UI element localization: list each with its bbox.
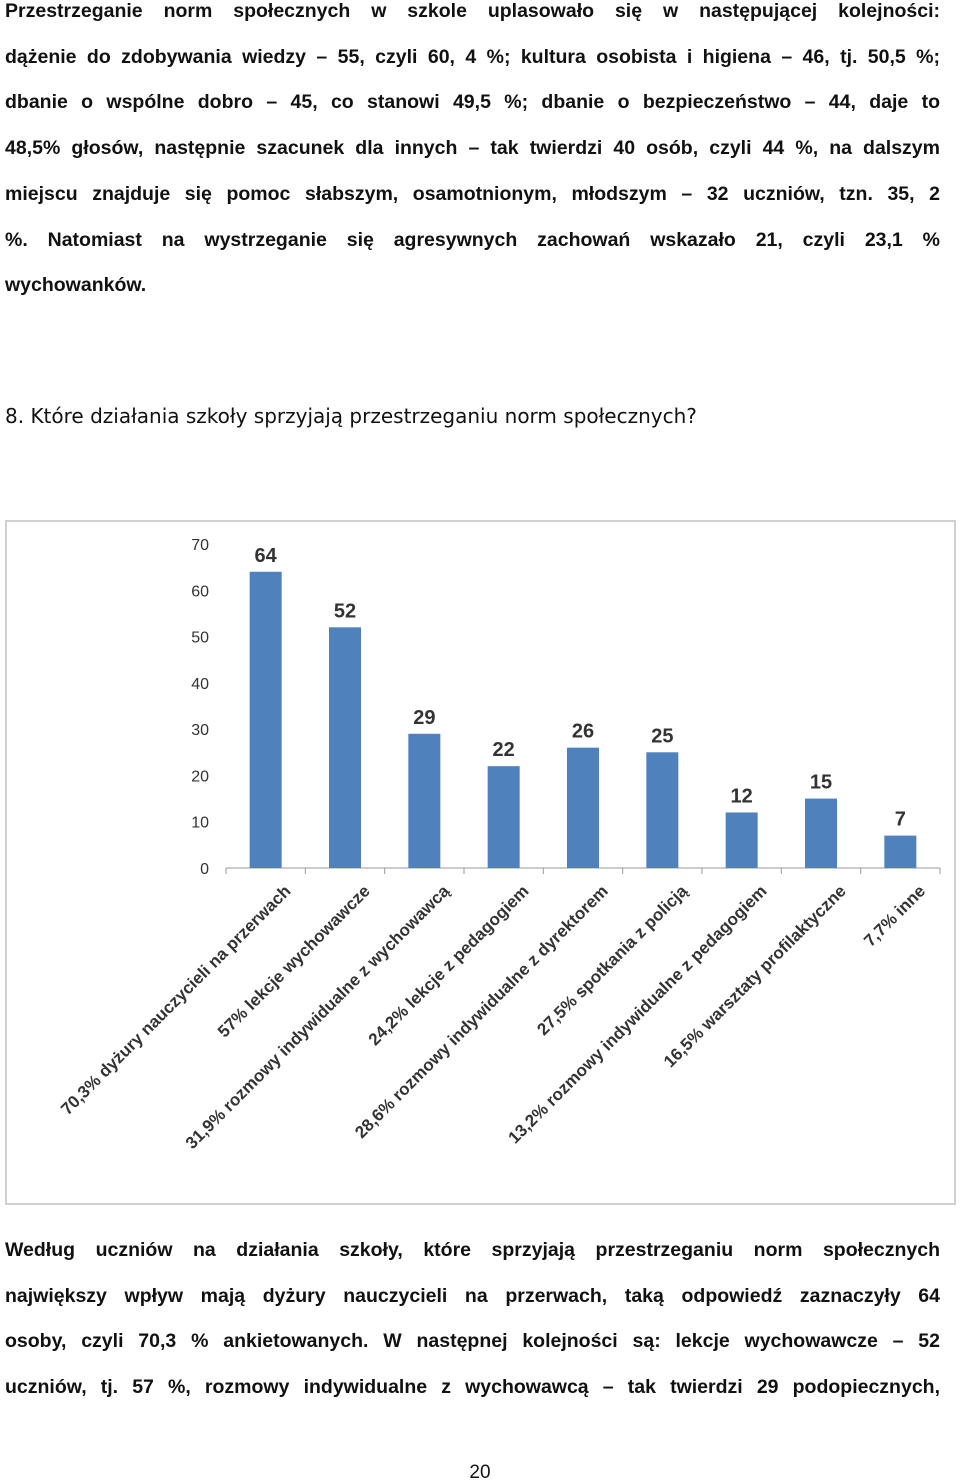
- page-number: 20: [469, 1462, 491, 1483]
- data-label: 25: [651, 725, 673, 747]
- category-label: 27,5% spotkania z policją: [533, 881, 691, 1039]
- paragraph-line: osoby, czyli 70,3 % ankietowanych. W nas…: [5, 1330, 940, 1353]
- bar: [567, 747, 599, 868]
- data-label: 64: [255, 545, 278, 567]
- category-label: 57% lekcje wychowawcze: [214, 881, 374, 1041]
- data-label: 29: [413, 707, 435, 729]
- paragraph-line: 48,5% głosów, następnie szacunek dla inn…: [5, 137, 940, 160]
- question-heading: 8. Które działania szkoły sprzyjają prze…: [5, 404, 697, 428]
- y-tick-label: 0: [200, 861, 209, 878]
- y-tick-label: 50: [191, 630, 209, 647]
- bar-chart: 0 10 20 30 40 50 60 70 64 70,3% dyżury nauczyciel…: [5, 520, 956, 1205]
- paragraph-norms-ranking: Przestrzeganie norm społecznych w szkole…: [5, 0, 940, 309]
- paragraph-line: dbanie o wspólne dobro – 45, co stanowi …: [5, 91, 940, 114]
- bar: [329, 627, 361, 868]
- paragraph-line: miejscu znajduje się pomoc słabszym, osa…: [5, 182, 940, 205]
- y-tick-label: 70: [191, 537, 209, 554]
- data-label: 26: [572, 721, 594, 743]
- category-label: 24,2% lekcje z pedagogiem: [365, 881, 533, 1049]
- paragraph-line: największy wpływ mają dyżury nauczycieli…: [5, 1284, 940, 1307]
- y-tick-label: 60: [191, 583, 209, 600]
- category-label: 7,7% inne: [860, 881, 929, 950]
- y-tick-label: 40: [191, 676, 209, 693]
- data-label: 7: [895, 809, 906, 831]
- data-label: 22: [493, 739, 515, 761]
- y-tick-label: 20: [191, 768, 209, 785]
- paragraph-line: dążenie do zdobywania wiedzy – 55, czyli…: [5, 45, 940, 68]
- bar: [805, 798, 837, 868]
- paragraph-line: wychowanków.: [5, 274, 147, 297]
- paragraph-line: %. Natomiast na wystrzeganie się agresyw…: [5, 228, 940, 251]
- bar: [487, 766, 520, 868]
- bar: [408, 733, 441, 868]
- data-label: 12: [731, 785, 753, 807]
- bar: [249, 571, 282, 868]
- category-label: 31,9% rozmowy indywidualne z wychowawcą: [182, 881, 454, 1153]
- paragraph-chart-summary: Według uczniów na działania szkoły, któr…: [5, 1228, 940, 1411]
- y-tick-label: 30: [191, 722, 209, 739]
- data-label: 52: [334, 600, 356, 622]
- paragraph-line: uczniów, tj. 57 %, rozmowy indywidualne …: [5, 1376, 940, 1399]
- paragraph-line: Przestrzeganie norm społecznych w szkole…: [5, 0, 940, 22]
- paragraph-line: Według uczniów na działania szkoły, któr…: [5, 1239, 940, 1261]
- bar: [884, 835, 917, 868]
- bar: [725, 812, 758, 868]
- bar: [646, 752, 679, 868]
- y-tick-label: 10: [191, 815, 209, 832]
- data-label: 15: [810, 772, 832, 794]
